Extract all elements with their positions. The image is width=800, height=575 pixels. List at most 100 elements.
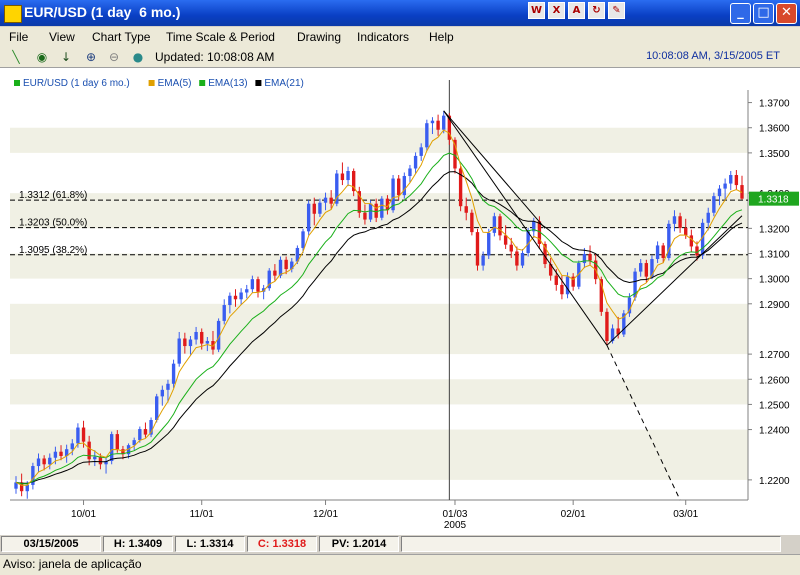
candle-body xyxy=(323,197,328,203)
arrow-down-icon[interactable]: ↓ xyxy=(60,50,72,64)
candle-body xyxy=(689,235,694,247)
candle-body xyxy=(385,198,390,211)
candle-body xyxy=(588,254,592,261)
candle-body xyxy=(740,185,744,199)
candle-body xyxy=(132,440,136,446)
candle-body xyxy=(554,275,558,285)
candle-body xyxy=(205,341,210,344)
y-tick-label: 1.3000 xyxy=(759,275,790,286)
legend-swatch xyxy=(255,80,262,86)
candle-body xyxy=(98,456,103,465)
candle-body xyxy=(492,216,497,233)
status-close: C: 1.3318 xyxy=(247,536,317,552)
crosshair-icon[interactable]: ◉ xyxy=(36,50,48,64)
price-chart[interactable]: 1.2200 1.2400 1.2500 1.2600 1.2700 1.2900 1.30… xyxy=(0,68,800,535)
candle-body xyxy=(70,443,74,450)
candle-body xyxy=(560,284,564,295)
candle-body xyxy=(430,120,435,124)
menu-drawing[interactable]: Drawing xyxy=(297,30,342,44)
candle-body xyxy=(239,292,243,300)
menu-help[interactable]: Help xyxy=(429,30,454,44)
zoom-out-icon[interactable]: ⊖ xyxy=(108,50,120,64)
menu-indicators[interactable]: Indicators xyxy=(357,30,410,44)
candle-body xyxy=(627,297,632,314)
menu-file[interactable]: File xyxy=(9,30,29,44)
candle-body xyxy=(548,264,553,276)
candle-body xyxy=(19,482,24,492)
candle-body xyxy=(734,175,739,186)
y-axis-panel xyxy=(748,90,800,500)
color-palette-icon[interactable]: ● xyxy=(132,50,144,64)
candle-body xyxy=(166,383,170,390)
candle-body xyxy=(329,197,333,204)
candle-body xyxy=(216,320,221,350)
x-axis-panel xyxy=(0,500,800,535)
x-tick-label: 02/01 xyxy=(561,509,586,520)
y-tick-label: 1.3700 xyxy=(759,99,790,110)
candle-body xyxy=(149,420,153,435)
trendline xyxy=(443,110,608,346)
candle-body xyxy=(650,259,654,277)
candle-body xyxy=(706,212,710,223)
candle-body xyxy=(14,482,18,489)
candle-body xyxy=(425,123,429,148)
status-bar: 03/15/2005 H: 1.3409 L: 1.3314 C: 1.3318… xyxy=(0,535,800,553)
candle-body xyxy=(368,203,373,220)
menu-time-scale[interactable]: Time Scale & Period xyxy=(166,30,275,44)
candle-body xyxy=(413,155,418,169)
y-tick-label: 1.3600 xyxy=(759,124,790,135)
candle-body xyxy=(695,246,699,256)
candle-body xyxy=(644,263,649,277)
word-icon[interactable]: W xyxy=(528,2,545,19)
candle-body xyxy=(126,445,131,455)
candle-body xyxy=(188,339,193,347)
excel-icon[interactable]: X xyxy=(548,2,565,19)
y-tick-label: 1.3500 xyxy=(759,149,790,160)
candle-body xyxy=(312,203,316,214)
refresh-icon[interactable]: ↻ xyxy=(588,2,605,19)
candle-body xyxy=(284,259,288,270)
candle-body xyxy=(273,270,277,276)
candle-body xyxy=(76,427,80,444)
grid-band xyxy=(10,429,748,480)
chart-panel[interactable]: 1.2200 1.2400 1.2500 1.2600 1.2700 1.2900 1.30… xyxy=(0,68,800,535)
candle-body xyxy=(717,188,722,197)
grid-band xyxy=(10,253,748,279)
zoom-in-icon[interactable]: ⊕ xyxy=(85,50,97,64)
candle-body xyxy=(526,231,530,253)
x-tick-label: 10/01 xyxy=(71,509,96,520)
fib-level-label: 1.3095 (38.2%) xyxy=(19,245,87,256)
candle-body xyxy=(357,191,361,213)
pen-icon[interactable]: ✎ xyxy=(608,2,625,19)
candle-body xyxy=(498,216,502,236)
candle-body xyxy=(177,338,181,364)
maximize-button[interactable]: □ xyxy=(753,3,774,24)
candle-body xyxy=(183,338,187,347)
line-tool-icon[interactable]: ╲ xyxy=(12,50,20,64)
candle-body xyxy=(515,251,519,266)
candle-body xyxy=(532,221,536,232)
y-tick-label: 1.2600 xyxy=(759,375,790,386)
candle-body xyxy=(408,168,412,177)
fib-level-label: 1.3312 (61.8%) xyxy=(19,190,87,201)
candle-body xyxy=(104,461,108,465)
candle-body xyxy=(464,206,468,213)
menu-view[interactable]: View xyxy=(49,30,75,44)
x-tick-label: 03/01 xyxy=(673,509,698,520)
last-price-label: 1.3318 xyxy=(758,195,789,206)
menu-chart-type[interactable]: Chart Type xyxy=(92,30,151,44)
candle-body xyxy=(318,202,322,214)
window-title: EUR/USD (1 day 6 mo.) xyxy=(24,4,181,20)
close-button[interactable]: ✕ xyxy=(776,3,797,24)
minimize-button[interactable]: _ xyxy=(730,3,751,24)
candle-body xyxy=(267,270,271,289)
y-tick-label: 1.3200 xyxy=(759,224,790,235)
trendline xyxy=(606,215,743,346)
x-tick-label: 12/01 xyxy=(313,509,338,520)
candle-body xyxy=(661,245,665,259)
acrobat-icon[interactable]: A xyxy=(568,2,585,19)
candle-body xyxy=(723,183,727,189)
candle-body xyxy=(346,170,350,181)
candle-body xyxy=(537,221,542,244)
candle-body xyxy=(419,147,423,156)
